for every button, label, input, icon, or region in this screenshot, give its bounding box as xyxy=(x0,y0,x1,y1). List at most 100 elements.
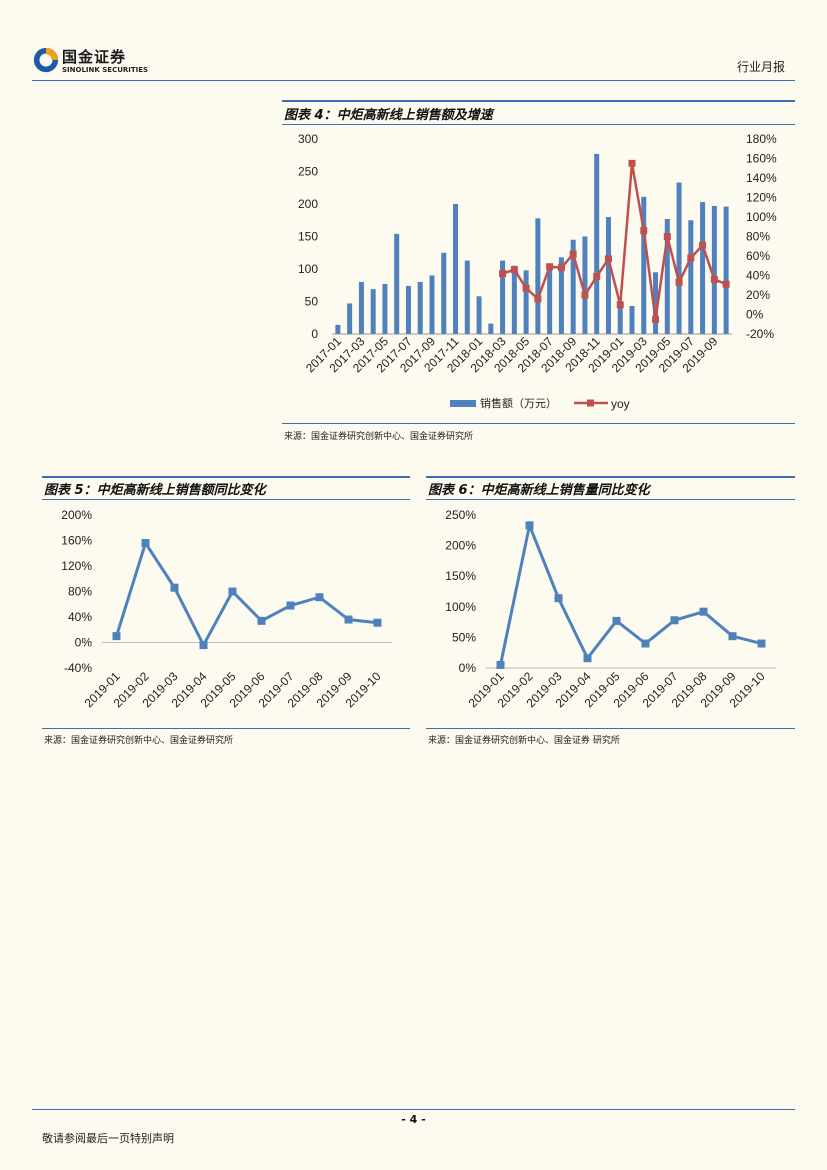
fig4-right-tick-label: 100% xyxy=(746,210,777,224)
fig4-yoy-marker xyxy=(699,241,707,249)
fig4-bar xyxy=(688,220,694,334)
fig4-bar xyxy=(476,296,482,334)
fig6-marker xyxy=(525,521,534,530)
fig4-left-tick-label: 200 xyxy=(298,197,318,211)
fig4-left-tick-label: 250 xyxy=(298,165,318,179)
fig5-top-rule xyxy=(42,476,410,478)
fig5-marker xyxy=(286,601,295,610)
fig4-yoy-marker xyxy=(569,250,577,258)
fig6-title: 图表 6：中炬高新线上销售量同比变化 xyxy=(428,483,650,498)
fig4-bar xyxy=(429,275,435,334)
fig4-right-tick-label: 0% xyxy=(746,308,764,322)
fig5-marker xyxy=(344,615,353,624)
fig4-right-tick-label: 80% xyxy=(746,230,770,244)
fig4-chart: 0 50 100 150 200 250 300 -20% 0% 20% 40% 60% 80% 100%… xyxy=(298,132,777,411)
fig4-yoy-marker xyxy=(557,264,565,272)
fig4-top-rule xyxy=(282,100,795,102)
fig6-marker xyxy=(641,639,650,648)
fig4-yoy-marker xyxy=(663,233,671,240)
fig4-bar xyxy=(394,233,400,334)
fig4-bar xyxy=(535,218,541,334)
fig4-yoy-marker xyxy=(628,159,636,167)
fig6-marker xyxy=(757,639,766,648)
fig4-bar xyxy=(511,265,517,334)
fig4-bar xyxy=(453,204,459,334)
fig4-bar xyxy=(582,236,588,334)
fig4-legend-line-label: yoy xyxy=(611,397,630,411)
fig5-marker xyxy=(199,641,208,650)
fig4-bar xyxy=(723,206,729,334)
fig4-bar xyxy=(488,323,494,334)
footer-disclaimer: 敬请参阅最后一页特别声明 xyxy=(42,1132,174,1145)
fig4-title: 图表 4：中炬高新线上销售额及增速 xyxy=(284,108,493,123)
fig4-bar xyxy=(382,283,388,334)
fig4-legend-line-marker xyxy=(587,399,594,407)
fig4-yoy-marker xyxy=(675,278,683,286)
footer-rule xyxy=(32,1109,795,1110)
fig4-yoy-marker xyxy=(604,255,612,263)
fig6-top-rule xyxy=(426,476,795,478)
fig4-right-tick-label: 60% xyxy=(746,249,770,263)
fig4-bar xyxy=(523,270,529,334)
document-type: 行业月报 xyxy=(736,60,785,74)
logo-text-en: SINOLINK SECURITIES xyxy=(62,66,149,74)
fig5-title: 图表 5：中炬高新线上销售额同比变化 xyxy=(44,483,266,498)
fig4-right-tick-label: 140% xyxy=(746,171,777,185)
fig5-line xyxy=(115,539,378,649)
fig6-y-tick-label: 200% xyxy=(445,539,476,553)
fig4-bar xyxy=(594,153,600,334)
fig4-legend-bar-swatch xyxy=(450,400,476,407)
fig4-yoy-marker xyxy=(522,284,530,292)
fig4-bar xyxy=(653,272,659,334)
fig5-bottom-rule xyxy=(42,728,410,729)
fig4-yoy-marker xyxy=(616,301,624,309)
fig5-y-tick-label: 200% xyxy=(61,508,92,522)
fig5-marker xyxy=(228,587,237,596)
fig6-y-tick-label: 0% xyxy=(459,661,477,675)
fig4-yoy-marker xyxy=(687,254,695,262)
fig5-marker xyxy=(170,583,179,592)
fig4-right-tick-label: 40% xyxy=(746,269,770,283)
fig6-y-tick-label: 100% xyxy=(445,600,476,614)
fig5-marker xyxy=(373,618,382,627)
fig5-chart: -40%0%40%80%120%160%200%2019-012019-0220… xyxy=(61,508,392,710)
fig4-right-tick-label: 20% xyxy=(746,288,770,302)
fig4-yoy-marker xyxy=(534,295,542,303)
fig5-marker xyxy=(141,539,150,548)
fig4-left-tick-label: 300 xyxy=(298,132,318,146)
fig4-bar xyxy=(676,182,682,334)
fig4-yoy-marker xyxy=(510,266,518,274)
fig5-y-tick-label: 160% xyxy=(61,534,92,548)
fig6-marker xyxy=(554,594,563,603)
fig4-bar xyxy=(641,196,647,334)
fig4-bar xyxy=(405,285,411,334)
fig4-bar xyxy=(558,257,564,334)
fig6-chart: 0%50%100%150%200%250%2019-012019-022019-… xyxy=(445,508,776,710)
fig6-source: 来源：国金证券研究创新中心、国金证券 研究所 xyxy=(428,736,620,746)
fig6-y-tick-label: 50% xyxy=(452,630,476,644)
fig6-line xyxy=(499,520,762,666)
fig4-bar xyxy=(605,217,611,334)
fig6-y-tick-label: 150% xyxy=(445,569,476,583)
fig4-bar xyxy=(358,282,364,334)
fig4-bar xyxy=(370,289,376,334)
fig4-bar xyxy=(547,263,553,334)
fig4-bar xyxy=(441,252,447,334)
fig4-left-tick-label: 100 xyxy=(298,262,318,276)
fig6-marker xyxy=(496,660,505,669)
fig4-bar xyxy=(417,282,423,334)
fig6-marker xyxy=(728,632,737,641)
fig6-marker xyxy=(612,616,621,625)
fig5-title-rule xyxy=(42,499,410,500)
fig6-bottom-rule xyxy=(426,728,795,729)
fig4-yoy-marker xyxy=(499,270,507,278)
fig6-marker xyxy=(583,654,592,663)
fig4-right-tick-label: -20% xyxy=(746,327,774,341)
fig4-title-rule xyxy=(282,124,795,125)
page-number: - 4 - xyxy=(401,1113,426,1126)
fig4-bar xyxy=(617,308,623,334)
fig4-yoy-line xyxy=(502,163,727,320)
fig4-legend-bar-label: 销售额（万元） xyxy=(480,396,557,410)
fig4-bottom-rule xyxy=(282,423,795,424)
fig4-bar xyxy=(464,260,470,334)
